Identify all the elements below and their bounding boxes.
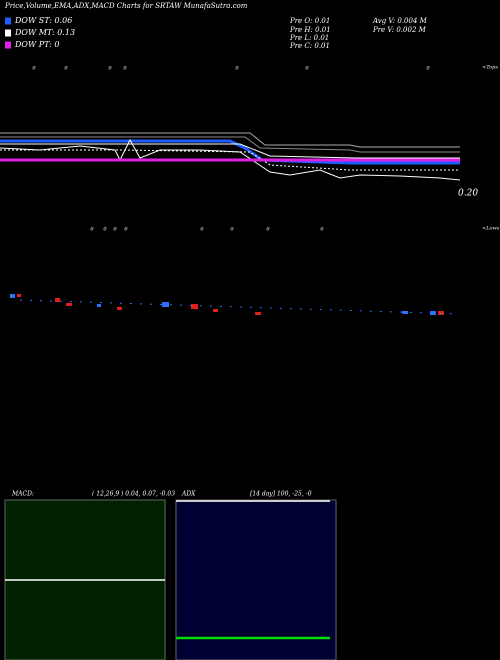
title: Price,Volume,EMA,ADX,MACD Charts for SRT…	[4, 2, 248, 10]
low-marker: 0	[200, 227, 204, 233]
top-marker: 0	[32, 66, 36, 72]
adx-panel	[175, 499, 337, 660]
low-marker: 0	[103, 227, 107, 233]
adx-title: ADX	[181, 491, 196, 498]
price-lines	[0, 132, 461, 181]
legend-swatch	[5, 29, 11, 37]
legend-label: DOW ST: 0.06	[14, 16, 72, 25]
low-marker: 0	[113, 227, 117, 233]
prev-close: Pre C: 0.01	[289, 42, 330, 50]
price-label: 0.20	[458, 189, 478, 199]
legend-swatch	[5, 17, 11, 25]
macd-title: MACD:	[11, 491, 34, 498]
legend-label: DOW PT: 0	[14, 40, 60, 49]
adx-params: [14 day] 100, -25, -0	[250, 491, 312, 498]
low-marker: 0	[230, 227, 234, 233]
top-marker: 0	[305, 66, 309, 72]
top-marker: 0	[235, 66, 239, 72]
avg-volume: Avg V: 0.004 M	[372, 17, 428, 25]
low-marker: 0	[124, 227, 128, 233]
top-marker: 0	[64, 66, 68, 72]
legend-label: DOW MT: 0.13	[14, 28, 75, 37]
top-marker: 0	[108, 66, 112, 72]
macd-params: ( 12,26,9 ) 0.04, 0.07, -0.03	[92, 491, 175, 498]
low-marker: 0	[90, 227, 94, 233]
top-marker: 0	[426, 66, 430, 72]
prev-low: Pre L: 0.01	[289, 34, 329, 42]
prev-high: Pre H: 0.01	[289, 26, 331, 34]
candles	[10, 294, 461, 315]
low-marker: 0	[266, 227, 270, 233]
top-marker: 0	[123, 66, 127, 72]
lows-label: <Lows	[482, 226, 500, 232]
tops-label: <Tops	[482, 65, 498, 71]
prev-open: Pre O: 0.01	[289, 17, 330, 25]
prev-volume: Pre V: 0.002 M	[372, 26, 427, 34]
low-marker: 0	[320, 227, 324, 233]
legend-swatch	[5, 41, 11, 49]
